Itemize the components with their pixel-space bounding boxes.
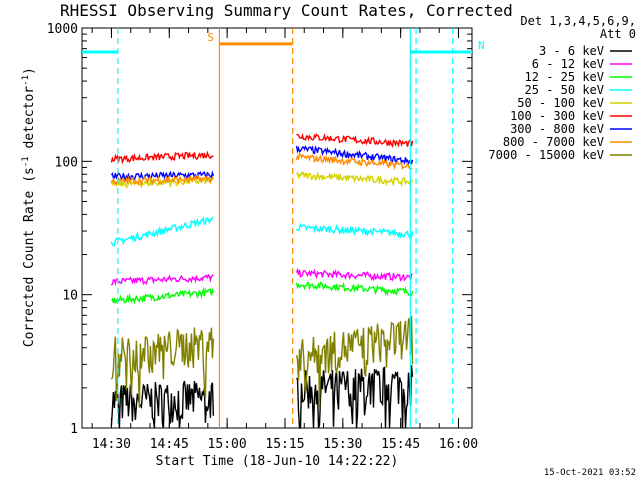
x-tick-label: 15:45	[381, 437, 420, 452]
series-trace	[110, 215, 214, 247]
x-tick-label: 15:30	[323, 437, 362, 452]
y-tick-label: 1	[70, 422, 78, 437]
series-trace	[295, 145, 414, 166]
legend-label: 3 - 6 keV	[539, 44, 604, 58]
chart-title: RHESSI Observing Summary Count Rates, Co…	[60, 1, 513, 20]
series-trace	[110, 273, 214, 287]
flag-label: N	[478, 39, 485, 52]
legend-label: 7000 - 15000 keV	[488, 148, 604, 162]
series-trace	[110, 175, 215, 189]
series-trace	[110, 327, 215, 408]
series-trace	[295, 281, 414, 297]
legend-label: 6 - 12 keV	[532, 57, 604, 71]
series-trace	[110, 170, 215, 183]
series-trace	[110, 380, 215, 429]
flag-label: S	[207, 31, 214, 44]
legend-label: 50 - 100 keV	[517, 96, 604, 110]
legend-label: 100 - 300 keV	[510, 109, 604, 123]
x-tick-label: 14:45	[150, 437, 189, 452]
series-trace	[295, 222, 414, 240]
series-trace	[110, 287, 215, 305]
series-trace	[295, 152, 413, 171]
legend-label: 800 - 7000 keV	[503, 135, 604, 149]
y-tick-label: 10	[62, 289, 78, 304]
legend-attenuator: Att 0	[599, 27, 636, 41]
generated-timestamp: 15-Oct-2021 03:52	[543, 468, 636, 478]
y-tick-label: 1000	[47, 22, 78, 37]
x-tick-label: 16:00	[439, 437, 478, 452]
legend-label: 12 - 25 keV	[525, 70, 604, 84]
series-trace	[110, 150, 214, 165]
series-trace	[296, 132, 414, 149]
x-tick-label: 15:00	[208, 437, 247, 452]
series-trace	[295, 315, 414, 408]
series-trace	[295, 365, 414, 429]
legend-label: 25 - 50 keV	[525, 83, 604, 97]
x-tick-label: 14:30	[92, 437, 131, 452]
legend-detectors: Det 1,3,4,5,6,9,	[520, 14, 636, 28]
series-trace	[295, 170, 414, 187]
plot-frame	[81, 27, 473, 429]
series-trace	[110, 174, 214, 187]
legend-label: 300 - 800 keV	[510, 122, 604, 136]
y-tick-label: 100	[55, 155, 78, 170]
series-trace	[295, 267, 413, 282]
x-tick-label: 15:15	[265, 437, 304, 452]
x-axis-label: Start Time (18-Jun-10 14:22:22)	[155, 454, 399, 469]
y-axis-label: Corrected Count Rate (s-1 detector-1)	[20, 67, 38, 348]
